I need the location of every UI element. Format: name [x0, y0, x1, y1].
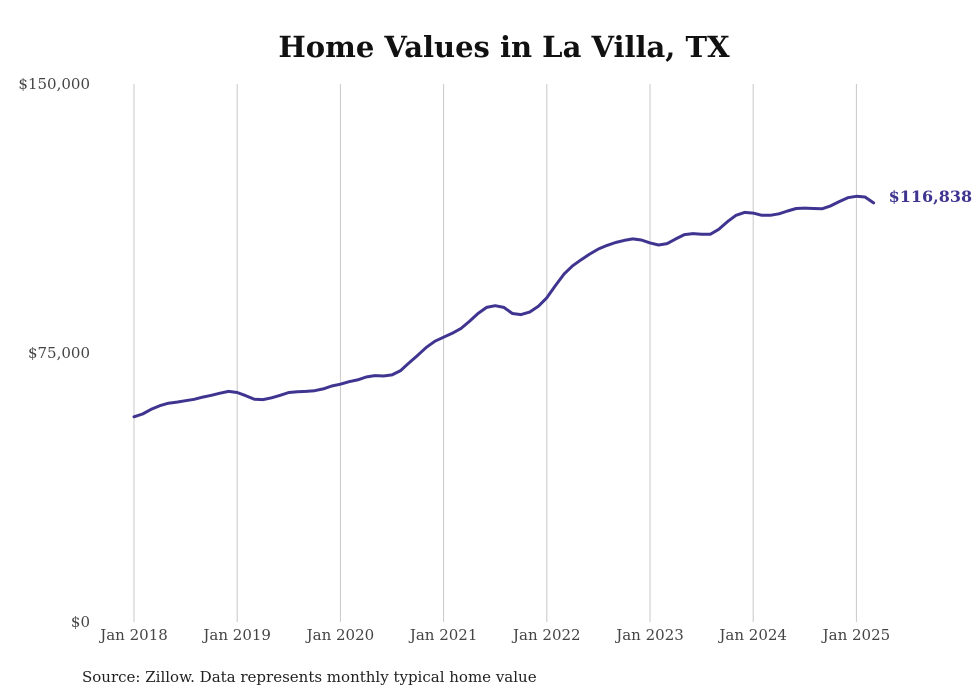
end-value-layer: $116,838 — [889, 187, 973, 206]
x-tick-label: Jan 2023 — [614, 626, 684, 644]
x-tick-label: Jan 2021 — [408, 626, 478, 644]
y-tick-label: $150,000 — [18, 75, 90, 93]
x-axis-ticks: Jan 2018 Jan 2019 Jan 2020 Jan 2021 Jan 2022… — [98, 626, 890, 644]
end-value-label: $116,838 — [889, 187, 973, 206]
chart-title: Home Values in La Villa, TX — [278, 30, 730, 64]
x-tick-label: Jan 2020 — [305, 626, 375, 644]
x-tick-label: Jan 2025 — [821, 626, 891, 644]
grid-lines — [133, 84, 857, 622]
y-tick-label: $0 — [71, 613, 90, 631]
x-tick-label: Jan 2022 — [511, 626, 581, 644]
series-layer — [132, 194, 876, 419]
x-tick-label: Jan 2019 — [201, 626, 271, 644]
y-axis-ticks: $0 $75,000 $150,000 — [18, 75, 90, 631]
y-tick-label: $75,000 — [28, 344, 90, 362]
source-note: Source: Zillow. Data represents monthly … — [82, 668, 537, 686]
x-tick-label: Jan 2024 — [717, 626, 787, 644]
series-line — [132, 194, 876, 419]
x-tick-label: Jan 2018 — [98, 626, 168, 644]
